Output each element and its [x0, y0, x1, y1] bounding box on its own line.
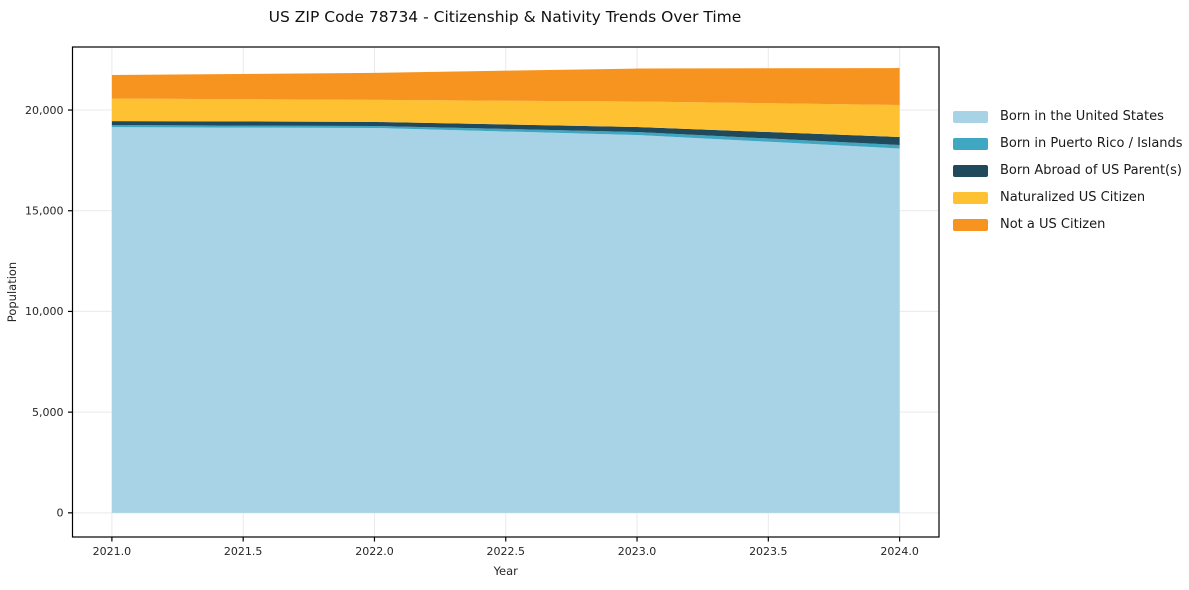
legend-item: Not a US Citizen — [953, 211, 1183, 238]
legend-swatch — [953, 164, 988, 177]
legend-label: Born in the United States — [1000, 109, 1164, 124]
legend-label: Born in Puerto Rico / Islands — [1000, 136, 1183, 151]
area-series — [111, 121, 900, 145]
y-axis-label: Population — [5, 262, 19, 322]
x-tick-label: 2022.5 — [487, 545, 526, 558]
y-tick-label: 15,000 — [25, 205, 64, 218]
x-axis-label: Year — [493, 564, 519, 578]
legend-swatch — [953, 110, 988, 123]
legend-item: Naturalized US Citizen — [953, 184, 1183, 211]
legend: Born in the United States Born in Puerto … — [953, 103, 1183, 238]
legend-swatch — [953, 218, 988, 231]
area-series — [111, 125, 900, 149]
area-series — [111, 68, 900, 105]
area-series — [111, 127, 900, 513]
chart-title: US ZIP Code 78734 - Citizenship & Nativi… — [268, 8, 742, 26]
x-tick-label: 2022.0 — [355, 545, 394, 558]
x-tick-label: 2023.5 — [749, 545, 788, 558]
y-tick-label: 20,000 — [25, 104, 64, 117]
legend-label: Born Abroad of US Parent(s) — [1000, 163, 1182, 178]
x-tick-label: 2024.0 — [880, 545, 919, 558]
legend-swatch — [953, 137, 988, 150]
legend-item: Born in Puerto Rico / Islands — [953, 130, 1183, 157]
y-tick-label: 10,000 — [25, 305, 64, 318]
legend-swatch — [953, 191, 988, 204]
x-tick-label: 2021.5 — [224, 545, 263, 558]
legend-label: Naturalized US Citizen — [1000, 190, 1146, 205]
legend-label: Not a US Citizen — [1000, 217, 1106, 232]
x-tick-label: 2023.0 — [618, 545, 657, 558]
legend-item: Born Abroad of US Parent(s) — [953, 157, 1183, 184]
y-tick-label: 5,000 — [32, 406, 64, 419]
area-series — [111, 98, 900, 138]
x-tick-label: 2021.0 — [93, 545, 132, 558]
y-tick-label: 0 — [57, 507, 64, 520]
legend-item: Born in the United States — [953, 103, 1183, 130]
